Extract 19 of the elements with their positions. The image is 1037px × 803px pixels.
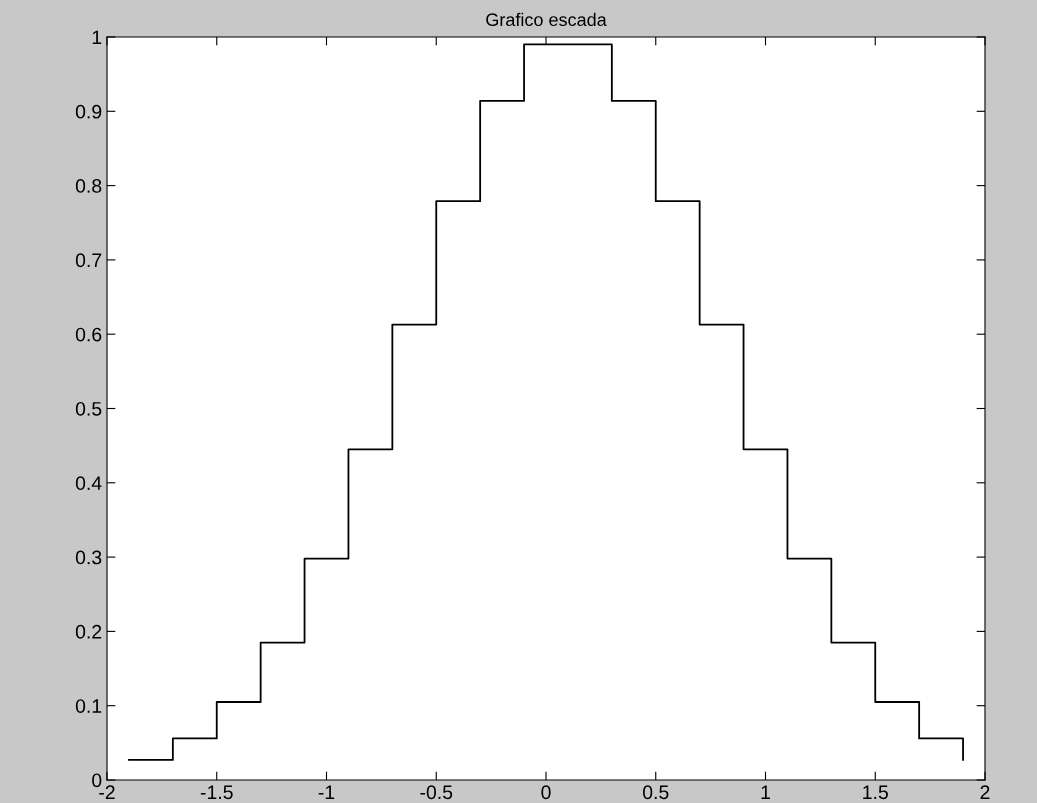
- x-tick-label: 1: [761, 785, 770, 799]
- y-tick-label: 0.5: [75, 401, 102, 416]
- x-tick-label: 0.5: [643, 785, 669, 800]
- y-tick-label: 1: [92, 30, 102, 45]
- x-tick-label: 0: [541, 785, 551, 800]
- x-tick-label: 2: [980, 785, 990, 799]
- y-tick-label: 0.6: [75, 327, 102, 342]
- y-tick-label: 0.7: [75, 253, 102, 268]
- chart-title: Grafico escada: [486, 12, 607, 27]
- y-tick-label: 0.8: [75, 179, 102, 193]
- y-tick-label: 0.1: [75, 699, 102, 713]
- x-tick-label: -1.5: [200, 785, 233, 800]
- x-tick-label: -1: [318, 785, 335, 799]
- x-tick-label: 1.5: [863, 785, 888, 800]
- y-tick-label: 0.2: [75, 624, 102, 639]
- y-tick-label: 0.3: [75, 550, 102, 565]
- y-tick-label: 0.4: [75, 476, 102, 491]
- x-tick-label: -0.5: [420, 785, 453, 800]
- y-tick-label: 0.9: [75, 104, 102, 119]
